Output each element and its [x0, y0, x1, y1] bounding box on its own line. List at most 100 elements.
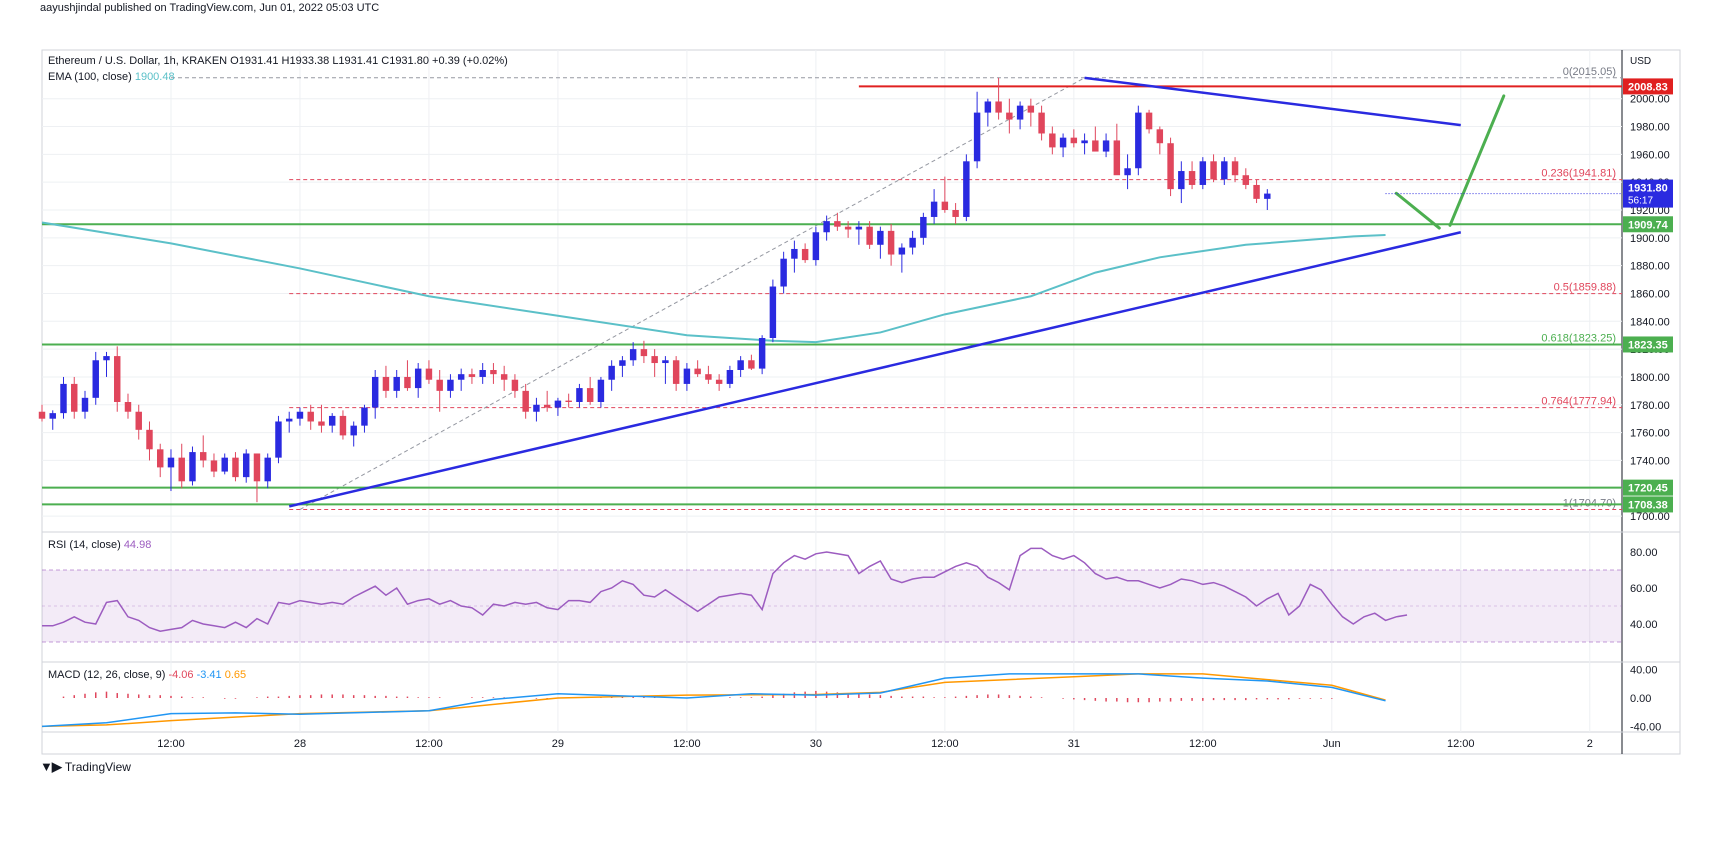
y-tick-label: 1980.00 — [1630, 122, 1670, 134]
candle-body — [264, 457, 271, 482]
x-tick-label: 2 — [1587, 738, 1593, 750]
macd-line — [41, 673, 1386, 728]
y-tick-label: 1860.00 — [1630, 288, 1670, 300]
candle-body — [1124, 168, 1131, 176]
level-price-label: 1909.74 — [1628, 219, 1669, 231]
candle-body — [554, 400, 562, 408]
candle-body — [296, 411, 304, 419]
y-tick-label: 1780.00 — [1630, 400, 1670, 412]
y-tick-label: 2000.00 — [1630, 94, 1670, 106]
candle-body — [318, 421, 325, 426]
candle-body — [608, 365, 615, 380]
candle-body — [457, 374, 465, 380]
candle-body — [597, 379, 605, 402]
candle-body — [339, 415, 347, 436]
candle-body — [114, 356, 121, 402]
candle-body — [1167, 143, 1174, 190]
chart-title: Ethereum / U.S. Dollar, 1h, KRAKEN O1931… — [48, 55, 508, 67]
candle-body — [350, 425, 357, 436]
macd-value: 0.65 — [225, 669, 246, 681]
candle-body — [38, 411, 46, 419]
candle-body — [920, 216, 927, 238]
level-price-tag — [1623, 78, 1673, 95]
candle-body — [586, 388, 594, 402]
fib-level-label: 0.764(1777.94) — [1541, 396, 1616, 408]
x-tick-label: 12:00 — [673, 738, 701, 750]
candle-body — [361, 407, 368, 426]
candle-body — [1027, 105, 1035, 113]
candle-body — [619, 360, 626, 366]
macd-tick-label: -40.00 — [1630, 721, 1661, 733]
candle-body — [651, 356, 658, 364]
candle-body — [737, 360, 744, 370]
y-tick-label: 1800.00 — [1630, 372, 1670, 384]
candle-body — [758, 338, 766, 369]
candle-body — [715, 379, 723, 384]
candle-body — [232, 457, 239, 478]
candle-body — [1070, 137, 1078, 144]
candle-body — [275, 421, 282, 458]
macd-value: -4.06 — [168, 669, 196, 681]
level-price-label: 1720.45 — [1628, 483, 1668, 495]
y-tick-label: 1700.00 — [1630, 511, 1670, 523]
candle-body — [71, 383, 78, 412]
countdown-label: 56:17 — [1628, 196, 1653, 207]
candle-body — [522, 390, 529, 412]
candle-body — [414, 368, 422, 389]
x-tick-label: 30 — [810, 738, 822, 750]
currency-label: USD — [1630, 56, 1651, 67]
current-price-tag — [1623, 179, 1673, 208]
candle-body — [1178, 171, 1185, 190]
level-price-label: 1823.35 — [1628, 339, 1668, 351]
candle-body — [694, 368, 701, 375]
trendline — [288, 231, 1462, 508]
candle-body — [479, 370, 486, 377]
candle-body — [1038, 112, 1045, 134]
candle-body — [60, 383, 67, 414]
candle-body — [371, 376, 379, 408]
candle-body — [1242, 175, 1250, 185]
candle-body — [511, 379, 519, 391]
fib-level-label: 0.618(1823.25) — [1541, 333, 1616, 345]
macd-tick-label: 0.00 — [1630, 693, 1651, 705]
candle-body — [769, 286, 777, 338]
candle-body — [1231, 161, 1239, 176]
level-price-tag — [1623, 216, 1673, 233]
candle-body — [952, 210, 959, 217]
candle-body — [1253, 184, 1260, 199]
candle-body — [1145, 112, 1153, 130]
level-price-tag — [1623, 496, 1673, 513]
candle-body — [92, 360, 99, 398]
tradingview-logo[interactable]: ▼▶ TradingView — [40, 759, 131, 775]
candle-body — [576, 388, 583, 402]
x-tick-label: Jun — [1323, 738, 1341, 750]
candle-body — [662, 360, 669, 364]
candle-body — [253, 453, 261, 482]
ema-value: 1900.48 — [135, 71, 175, 83]
candle-body — [1188, 171, 1196, 185]
candle-body — [941, 201, 949, 210]
x-tick-label: 12:00 — [415, 738, 443, 750]
candle-body — [726, 370, 734, 384]
candle-body — [425, 368, 433, 380]
candle-body — [242, 453, 250, 478]
candle-body — [285, 418, 293, 422]
candle-body — [963, 161, 970, 217]
candle-body — [404, 376, 411, 389]
candle-body — [447, 379, 454, 391]
rsi-legend: RSI (14, close) 44.98 — [48, 539, 151, 551]
candle-body — [1092, 140, 1099, 152]
candle-body — [1156, 129, 1164, 144]
fib-level-label: 0(2015.05) — [1563, 66, 1616, 78]
projection-arrow — [1394, 191, 1441, 230]
rsi-tick-label: 40.00 — [1630, 619, 1658, 631]
candle-body — [307, 411, 314, 422]
ema-legend: EMA (100, close) 1900.48 — [48, 71, 175, 83]
candle-body — [1102, 140, 1110, 152]
candle-body — [834, 221, 841, 227]
y-tick-label: 1760.00 — [1630, 428, 1670, 440]
candle-body — [1049, 133, 1056, 148]
candle-body — [748, 360, 755, 369]
candle-body — [1016, 105, 1024, 120]
